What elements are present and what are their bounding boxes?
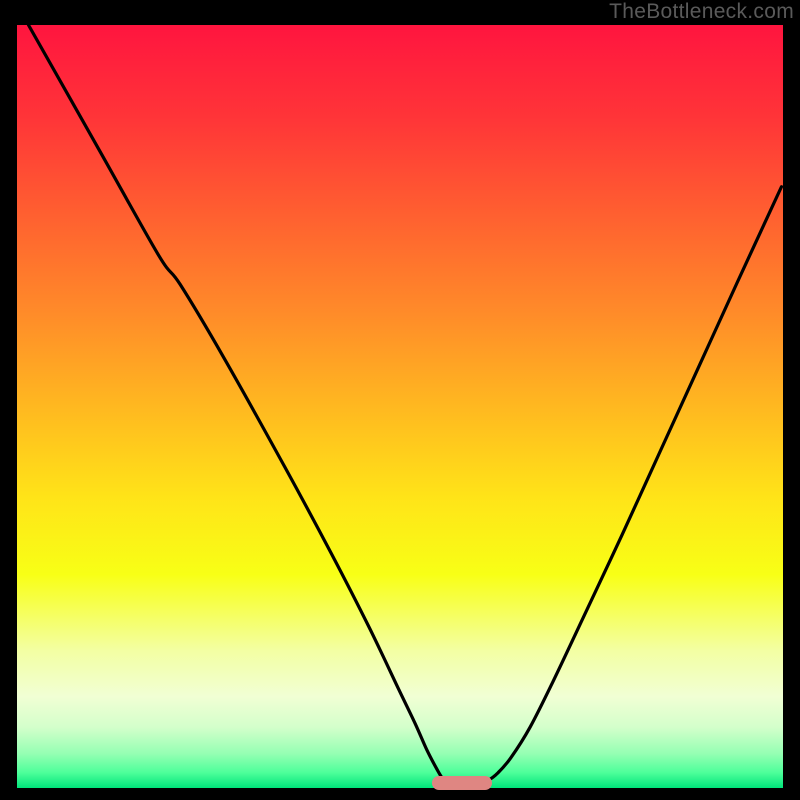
watermark-text: TheBottleneck.com xyxy=(609,0,794,24)
bottleneck-curve xyxy=(17,25,783,788)
curve-path xyxy=(28,25,781,785)
plot-area xyxy=(17,25,783,788)
vertex-marker xyxy=(432,776,492,790)
